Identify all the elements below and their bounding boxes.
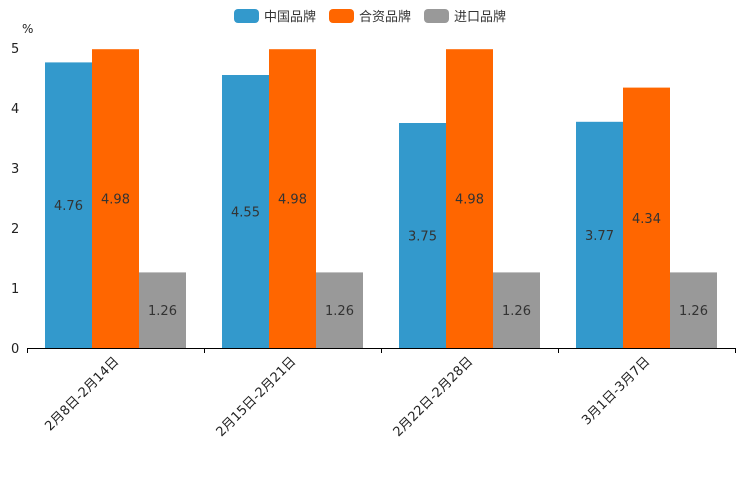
bar-series3-cat3[interactable] <box>493 272 540 348</box>
y-tick-label: 0 <box>11 342 19 357</box>
data-label-series1-cat3: 3.75 <box>408 230 437 245</box>
y-tick-label: 3 <box>11 162 19 177</box>
bar-series3-cat1[interactable] <box>139 272 186 348</box>
bar-series2-cat4[interactable] <box>623 87 670 348</box>
data-label-series3-cat2: 1.26 <box>325 304 354 319</box>
bar-series1-cat4[interactable] <box>576 121 623 348</box>
bar-series1-cat3[interactable] <box>399 123 446 348</box>
y-tick-label: 2 <box>11 222 19 237</box>
y-axis: 0 1 2 3 4 5 <box>11 42 19 357</box>
legend-swatch-3[interactable] <box>424 9 449 23</box>
legend-swatch-1[interactable] <box>234 9 259 23</box>
data-labels: 4.76 4.98 1.26 4.55 4.98 1.26 3.75 4.98 1.26 3.77… <box>54 193 708 320</box>
x-axis: 2月8日-2月14日 2月15日-2月21日 2月22日-2月28日 3月1日-3月7… <box>27 348 736 440</box>
data-label-series3-cat1: 1.26 <box>148 304 177 319</box>
bar-series1-cat2[interactable] <box>222 75 269 348</box>
data-label-series1-cat2: 4.55 <box>231 206 260 221</box>
data-label-series3-cat3: 1.26 <box>502 304 531 319</box>
y-tick-label: 1 <box>11 282 19 297</box>
bar-series2-cat2[interactable] <box>269 49 316 348</box>
legend: 中国品牌 合资品牌 进口品牌 <box>234 9 506 25</box>
data-label-series2-cat1: 4.98 <box>101 193 130 208</box>
bar-series2-cat3[interactable] <box>446 49 493 348</box>
y-axis-unit-label: % <box>22 22 33 36</box>
data-label-series2-cat2: 4.98 <box>278 193 307 208</box>
x-category-label-4: 3月1日-3月7日 <box>579 354 653 428</box>
bar-series2-cat1[interactable] <box>92 49 139 348</box>
bar-series1-cat1[interactable] <box>45 62 92 349</box>
legend-label-2[interactable]: 合资品牌 <box>359 9 411 25</box>
data-label-series3-cat4: 1.26 <box>679 304 708 319</box>
legend-label-3[interactable]: 进口品牌 <box>454 9 506 25</box>
data-label-series1-cat4: 3.77 <box>585 229 614 244</box>
y-tick-label: 5 <box>11 42 19 57</box>
y-tick-label: 4 <box>11 102 19 117</box>
data-label-series2-cat4: 4.34 <box>632 212 661 227</box>
legend-swatch-2[interactable] <box>329 9 354 23</box>
x-category-label-2: 2月15日-2月21日 <box>214 354 300 440</box>
data-label-series1-cat1: 4.76 <box>54 199 83 214</box>
x-category-label-3: 2月22日-2月28日 <box>391 354 477 440</box>
bar-series3-cat4[interactable] <box>670 272 717 348</box>
bars <box>45 49 717 349</box>
bar-series3-cat2[interactable] <box>316 272 363 348</box>
legend-label-1[interactable]: 中国品牌 <box>264 9 316 25</box>
x-category-label-1: 2月8日-2月14日 <box>42 354 122 434</box>
data-label-series2-cat3: 4.98 <box>455 193 484 208</box>
